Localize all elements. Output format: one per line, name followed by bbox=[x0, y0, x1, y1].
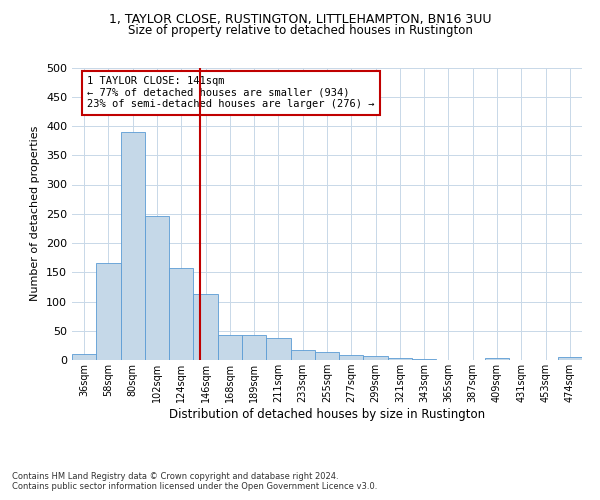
Y-axis label: Number of detached properties: Number of detached properties bbox=[31, 126, 40, 302]
Bar bbox=[145, 216, 169, 360]
Bar bbox=[315, 352, 339, 360]
Bar bbox=[412, 359, 436, 360]
Bar bbox=[121, 132, 145, 360]
Bar bbox=[388, 358, 412, 360]
X-axis label: Distribution of detached houses by size in Rustington: Distribution of detached houses by size … bbox=[169, 408, 485, 421]
Bar bbox=[72, 354, 96, 360]
Bar bbox=[218, 336, 242, 360]
Text: Size of property relative to detached houses in Rustington: Size of property relative to detached ho… bbox=[128, 24, 472, 37]
Bar bbox=[96, 264, 121, 360]
Bar bbox=[169, 268, 193, 360]
Text: 1 TAYLOR CLOSE: 141sqm
← 77% of detached houses are smaller (934)
23% of semi-de: 1 TAYLOR CLOSE: 141sqm ← 77% of detached… bbox=[88, 76, 375, 110]
Text: 1, TAYLOR CLOSE, RUSTINGTON, LITTLEHAMPTON, BN16 3UU: 1, TAYLOR CLOSE, RUSTINGTON, LITTLEHAMPT… bbox=[109, 12, 491, 26]
Text: Contains HM Land Registry data © Crown copyright and database right 2024.: Contains HM Land Registry data © Crown c… bbox=[12, 472, 338, 481]
Bar bbox=[290, 350, 315, 360]
Bar bbox=[193, 294, 218, 360]
Text: Contains public sector information licensed under the Open Government Licence v3: Contains public sector information licen… bbox=[12, 482, 377, 491]
Bar bbox=[364, 356, 388, 360]
Bar bbox=[266, 338, 290, 360]
Bar bbox=[339, 356, 364, 360]
Bar bbox=[485, 358, 509, 360]
Bar bbox=[558, 357, 582, 360]
Bar bbox=[242, 336, 266, 360]
